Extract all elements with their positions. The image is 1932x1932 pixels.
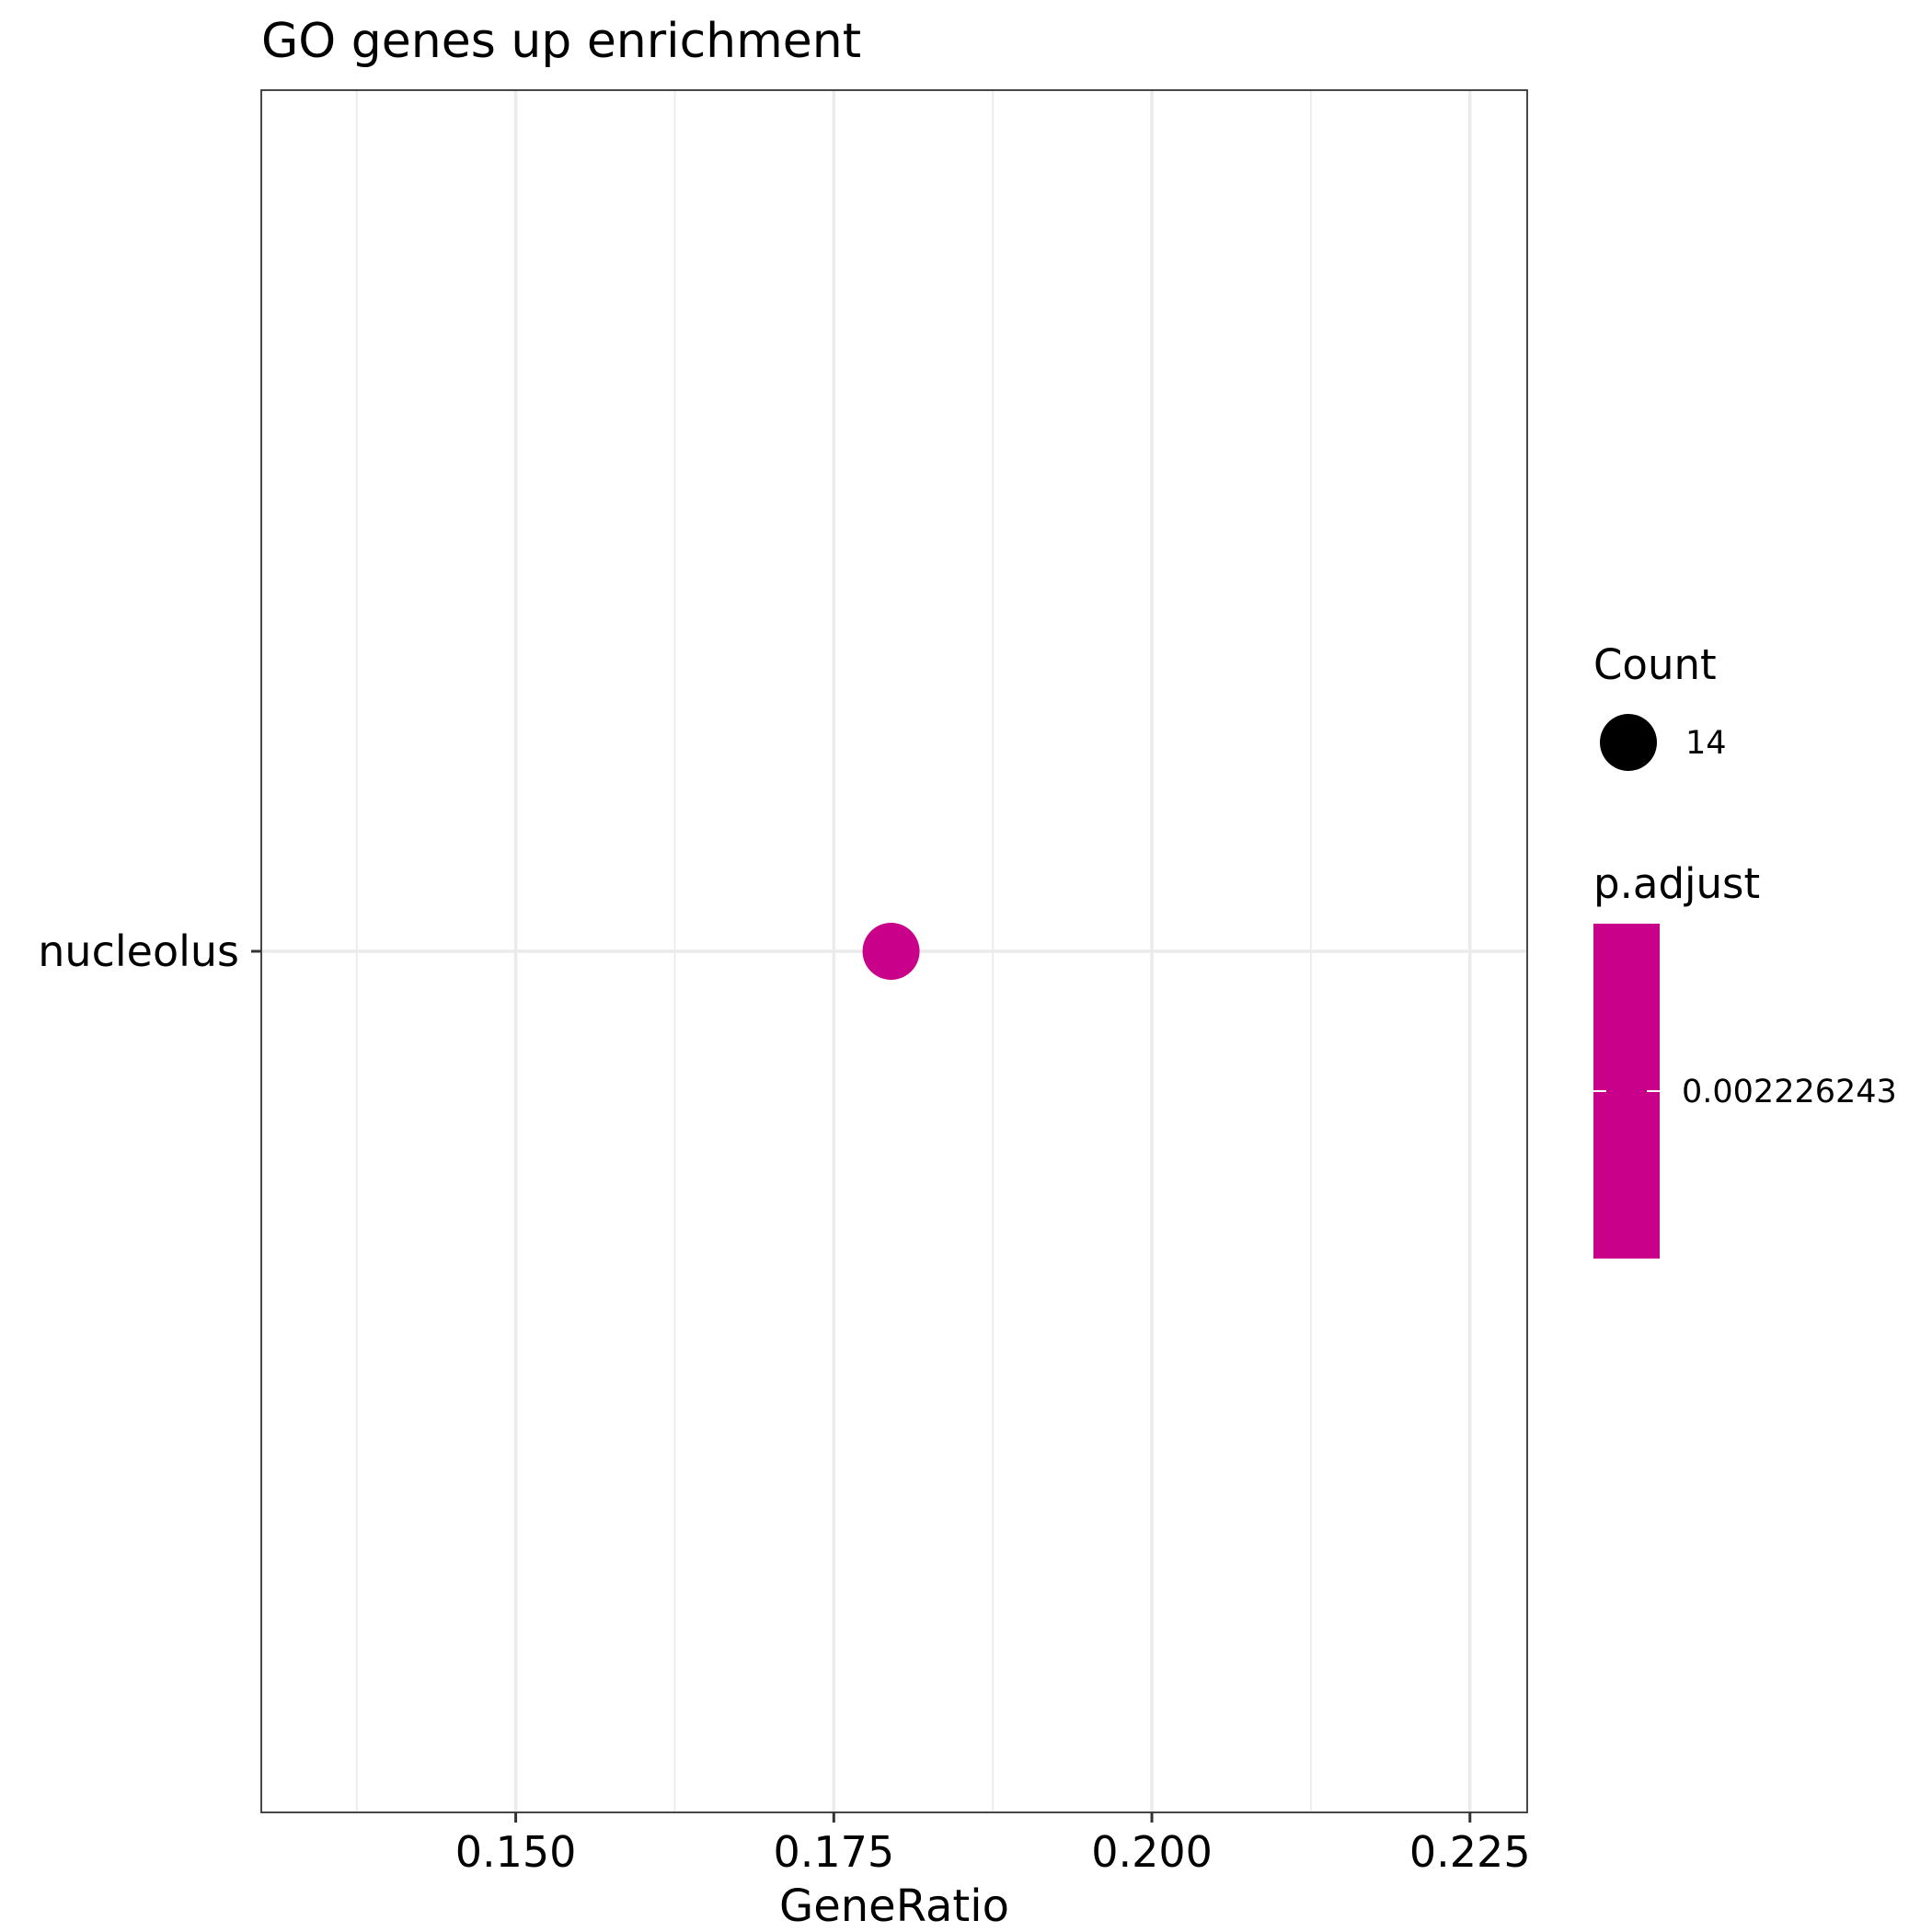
x-tick-label: 0.225: [1409, 1827, 1531, 1877]
x-tick-label: 0.175: [773, 1827, 894, 1877]
legend-size-key: [1600, 714, 1657, 771]
legend: Count 14 p.adjust 0.002226243: [1593, 640, 1897, 1259]
legend-size-title: Count: [1593, 640, 1717, 689]
x-tick-label: 0.200: [1091, 1827, 1213, 1877]
gridlines: [261, 90, 1527, 1812]
x-axis-title: GeneRatio: [779, 1880, 1009, 1932]
legend-size-label: 14: [1685, 725, 1727, 762]
data-points: [862, 923, 920, 980]
x-axis-ticks: 0.150 0.175 0.200 0.225: [455, 1812, 1531, 1877]
y-axis-ticks: nucleolus: [38, 926, 261, 976]
legend-color-title: p.adjust: [1593, 859, 1760, 908]
chart-title: GO genes up enrichment: [261, 14, 861, 69]
data-point: [862, 923, 920, 980]
y-tick-label: nucleolus: [38, 926, 239, 976]
legend-color-label: 0.002226243: [1682, 1074, 1897, 1110]
x-tick-label: 0.150: [455, 1827, 577, 1877]
